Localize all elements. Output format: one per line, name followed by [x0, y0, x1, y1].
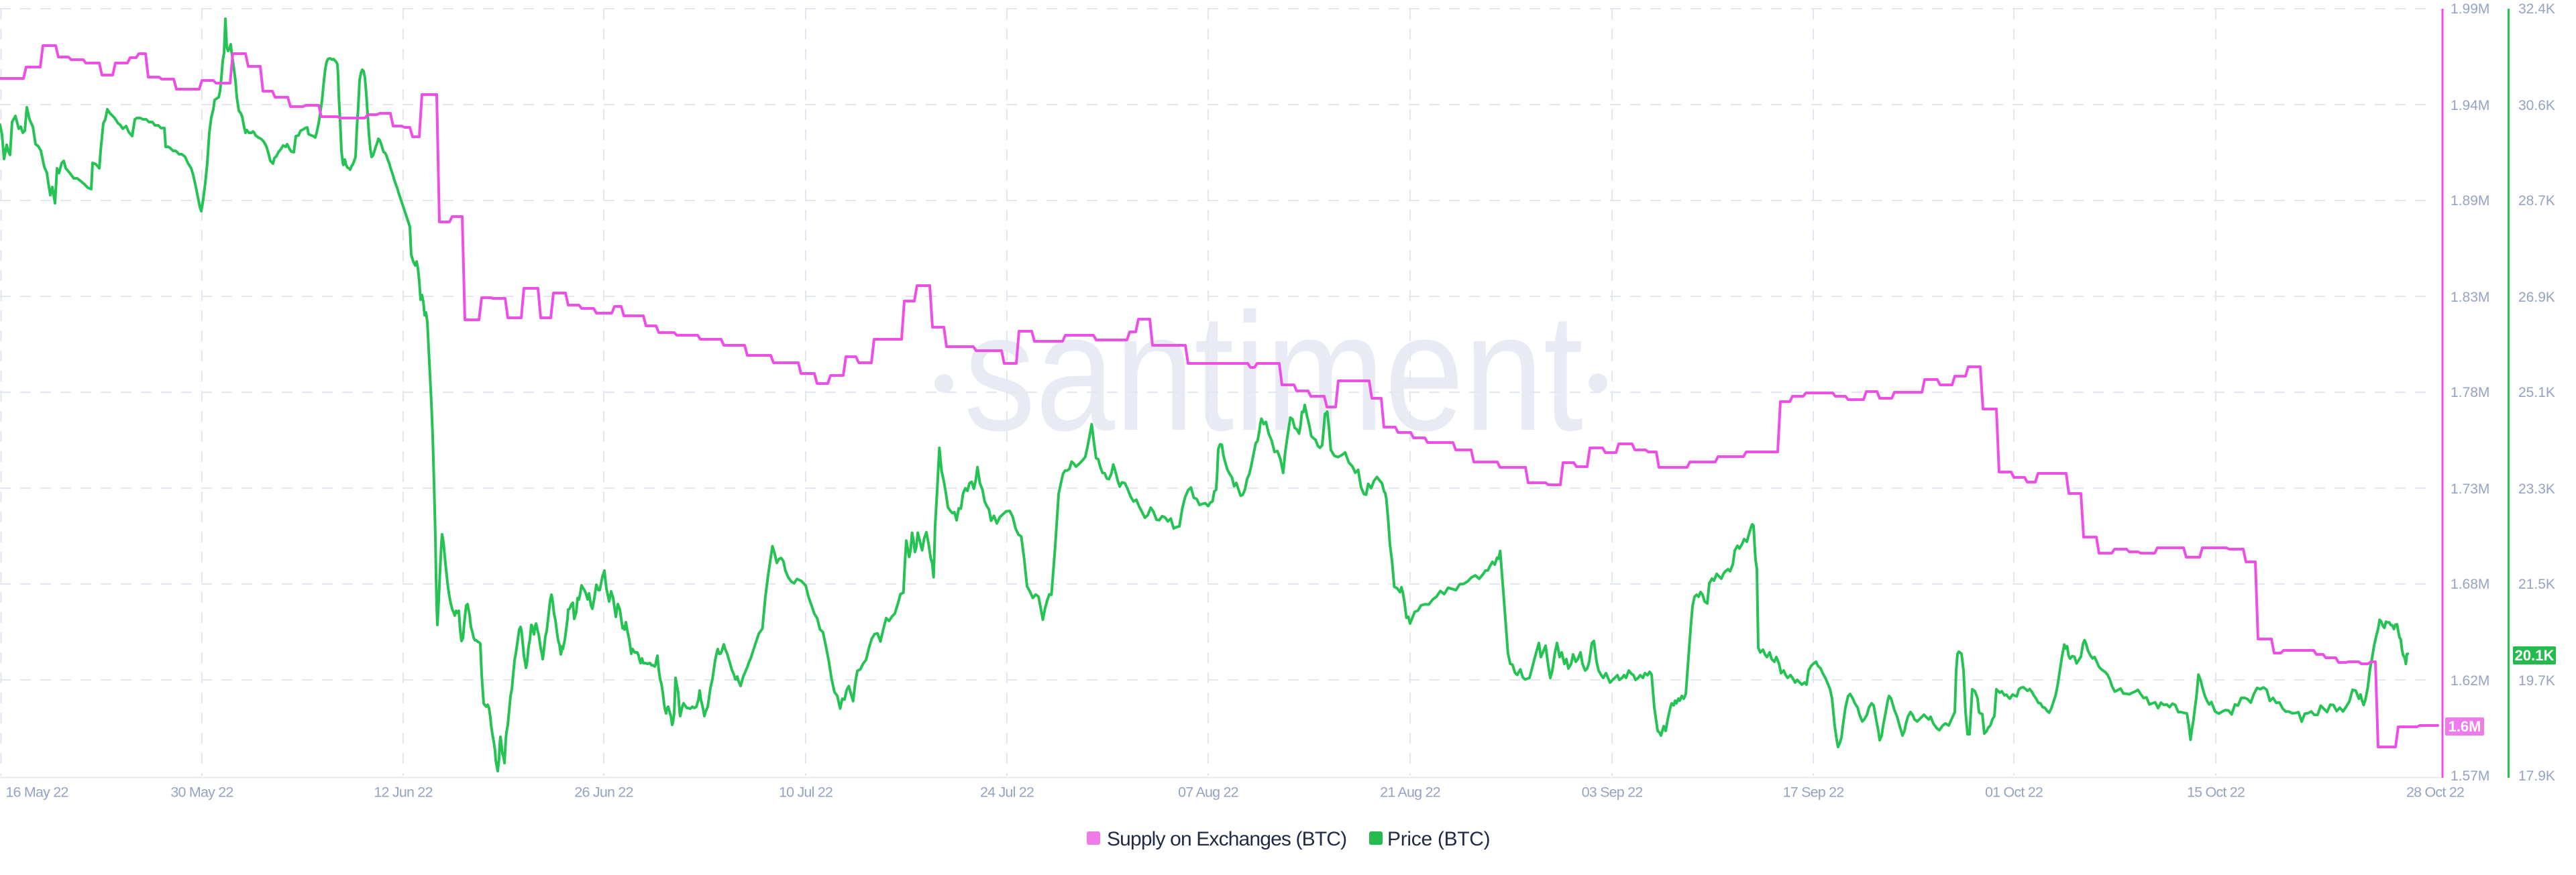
svg-text:25.1K: 25.1K: [2518, 385, 2555, 400]
svg-text:Price (BTC): Price (BTC): [1387, 828, 1490, 850]
svg-text:1.83M: 1.83M: [2451, 290, 2489, 305]
svg-text:26.9K: 26.9K: [2518, 290, 2555, 305]
svg-text:01 Oct 22: 01 Oct 22: [1985, 784, 2043, 801]
svg-text:21.5K: 21.5K: [2518, 577, 2555, 592]
svg-text:24 Jul 22: 24 Jul 22: [980, 784, 1034, 801]
svg-text:1.57M: 1.57M: [2451, 768, 2489, 784]
svg-text:19.7K: 19.7K: [2518, 673, 2555, 689]
svg-text:21 Aug 22: 21 Aug 22: [1380, 784, 1440, 801]
svg-text:1.94M: 1.94M: [2451, 98, 2489, 113]
svg-text:32.4K: 32.4K: [2518, 1, 2555, 17]
svg-text:16 May 22: 16 May 22: [5, 784, 68, 801]
svg-text:1.62M: 1.62M: [2451, 673, 2489, 689]
svg-text:1.68M: 1.68M: [2451, 577, 2489, 592]
svg-text:26 Jun 22: 26 Jun 22: [574, 784, 633, 801]
svg-text:12 Jun 22: 12 Jun 22: [374, 784, 432, 801]
svg-text:1.6M: 1.6M: [2449, 718, 2481, 735]
svg-text:07 Aug 22: 07 Aug 22: [1178, 784, 1238, 801]
svg-text:10 Jul 22: 10 Jul 22: [779, 784, 833, 801]
svg-text:03 Sep 22: 03 Sep 22: [1582, 784, 1643, 801]
svg-text:30.6K: 30.6K: [2518, 98, 2555, 113]
svg-text:santiment: santiment: [964, 278, 1583, 465]
svg-text:15 Oct 22: 15 Oct 22: [2187, 784, 2245, 801]
svg-text:1.78M: 1.78M: [2451, 385, 2489, 400]
svg-text:1.89M: 1.89M: [2451, 193, 2489, 209]
svg-text:Supply on Exchanges (BTC): Supply on Exchanges (BTC): [1107, 828, 1346, 850]
svg-text:28.7K: 28.7K: [2518, 193, 2555, 209]
svg-text:30 May 22: 30 May 22: [170, 784, 233, 801]
svg-text:20.1K: 20.1K: [2515, 647, 2555, 664]
svg-text:17 Sep 22: 17 Sep 22: [1783, 784, 1844, 801]
svg-text:1.99M: 1.99M: [2451, 1, 2489, 17]
svg-text:17.9K: 17.9K: [2518, 768, 2555, 784]
svg-text:1.73M: 1.73M: [2451, 481, 2489, 497]
svg-text:28 Oct 22: 28 Oct 22: [2406, 784, 2464, 801]
svg-text:23.3K: 23.3K: [2518, 481, 2555, 497]
